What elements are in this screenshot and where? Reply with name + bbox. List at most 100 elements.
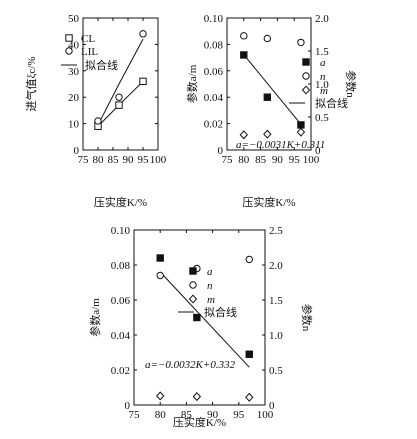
y-tick-label-right: 1.0 — [315, 79, 329, 91]
x-axis-label: 压实度K/% — [173, 415, 226, 429]
legend-marker — [302, 58, 310, 66]
chart-c: 75 80 85 90 95 10000.020.040.060.080.1000.51.… — [88, 225, 314, 429]
y-tick-label-right: 1.5 — [269, 295, 283, 307]
y-tick-label: 0.04 — [204, 92, 224, 104]
y-tick-label: 0.06 — [111, 295, 131, 307]
data-point-n — [263, 34, 272, 43]
x-tick-label: 85 — [255, 154, 267, 166]
x-tick-label: 75 — [78, 154, 90, 166]
legend-marker — [301, 85, 311, 95]
y-tick-label-right: 0 — [269, 400, 275, 412]
legend-marker — [302, 72, 310, 80]
y-tick-label: 10 — [68, 119, 80, 131]
x-tick-label: 80 — [155, 409, 167, 421]
y-axis-label: 进气值ξc/% — [24, 56, 38, 111]
y-axis-label-right: 参数n — [344, 70, 358, 98]
x-tick-label: 90 — [123, 154, 135, 166]
x-axis-label: 压实度K/% — [242, 195, 295, 209]
data-point-a — [156, 254, 164, 262]
y-tick-label: 0.02 — [111, 365, 130, 377]
x-tick-label: 95 — [138, 154, 150, 166]
y-tick-label-right: 0.5 — [315, 112, 329, 124]
x-tick-label: 95 — [233, 409, 245, 421]
y-tick-label: 20 — [68, 92, 80, 104]
x-tick-label: 75 — [129, 409, 141, 421]
y-tick-label: 0 — [218, 145, 224, 157]
y-tick-label: 0.10 — [111, 225, 131, 237]
y-tick-label: 0 — [74, 145, 80, 157]
fit-line — [97, 38, 144, 126]
y-tick-label: 0.02 — [204, 119, 223, 131]
x-tick-label: 90 — [272, 154, 284, 166]
data-point-a — [193, 313, 201, 322]
data-point-n — [156, 271, 164, 280]
chart-a: 75 80 85 90 95 100 0 10 20 30 40 50 压实度K/% 进气值ξc/% CLL… — [24, 13, 167, 209]
data-point-a — [245, 350, 253, 358]
x-tick-label: 90 — [207, 409, 219, 421]
x-tick-label: 75 — [222, 154, 234, 166]
x-tick-label: 85 — [181, 409, 193, 421]
chart-b: 75 80 85 90 95 10000.020.040.060.080.1000.51.… — [185, 13, 358, 209]
x-tick-label: 80 — [238, 154, 250, 166]
y-tick-label-right: 0.5 — [269, 365, 283, 377]
plot-frame — [82, 17, 159, 151]
data-point-CL — [139, 77, 147, 86]
data-point-CL — [115, 101, 123, 109]
data-point-LIL — [94, 117, 102, 125]
legend-marker — [189, 267, 197, 275]
legend-label: 拟合线 — [85, 58, 118, 72]
y-tick-label: 40 — [68, 39, 80, 51]
plot-frame — [133, 229, 266, 406]
y-axis-label: 参数a/m — [88, 298, 102, 337]
fit-line — [243, 54, 302, 125]
legend-label: n — [320, 71, 326, 83]
data-point-m — [239, 130, 248, 140]
data-point-n — [240, 32, 248, 40]
x-tick-label: 95 — [289, 154, 301, 166]
legend-label: a — [320, 57, 326, 69]
y-tick-label: 0 — [125, 400, 131, 412]
x-tick-label: 100 — [303, 154, 320, 166]
y-tick-label-right: 2.0 — [269, 260, 283, 272]
x-tick-label: 100 — [257, 409, 274, 421]
y-tick-label-right: 1.5 — [315, 46, 329, 58]
legend-marker — [189, 281, 197, 289]
data-point-m — [192, 392, 202, 402]
y-axis-label-right: 参数n — [300, 304, 314, 332]
x-tick-label: 85 — [108, 154, 120, 166]
data-point-n — [297, 38, 305, 47]
y-tick-label-right: 1.0 — [269, 330, 283, 342]
y-tick-label-right: 2.5 — [269, 225, 283, 237]
legend-label: m — [207, 294, 215, 306]
legend-label: a — [207, 266, 213, 278]
x-tick-label: 80 — [93, 154, 105, 166]
legend-label: m — [320, 85, 328, 97]
y-tick-label: 0.08 — [111, 260, 131, 272]
y-tick-label: 0.06 — [204, 66, 224, 78]
x-axis-label: 压实度K/% — [94, 195, 147, 209]
data-point-a — [263, 93, 272, 101]
y-tick-label: 0.10 — [204, 13, 224, 25]
legend-marker — [188, 294, 198, 304]
data-point-m — [245, 392, 254, 402]
fit-equation: a=−0.0032K+0.332 — [145, 359, 236, 371]
legend-label: 拟合线 — [204, 305, 237, 319]
data-point-a — [297, 121, 305, 129]
legend-label: LIL — [81, 46, 98, 58]
legend-marker — [65, 34, 73, 42]
data-point-m — [296, 127, 306, 137]
legend-label: 拟合线 — [315, 96, 348, 110]
data-point-m — [263, 129, 272, 139]
y-tick-label: 30 — [68, 66, 80, 78]
y-tick-label: 0.04 — [111, 330, 131, 342]
y-tick-label-right: 2.0 — [315, 13, 329, 25]
y-tick-label: 0.08 — [204, 39, 224, 51]
legend-marker — [65, 47, 73, 55]
data-point-LIL — [139, 30, 147, 38]
fit-line — [159, 271, 250, 368]
data-point-n — [245, 255, 253, 264]
legend-label: n — [207, 280, 213, 292]
y-tick-label: 50 — [68, 13, 80, 25]
y-axis-label: 参数a/m — [185, 64, 199, 103]
